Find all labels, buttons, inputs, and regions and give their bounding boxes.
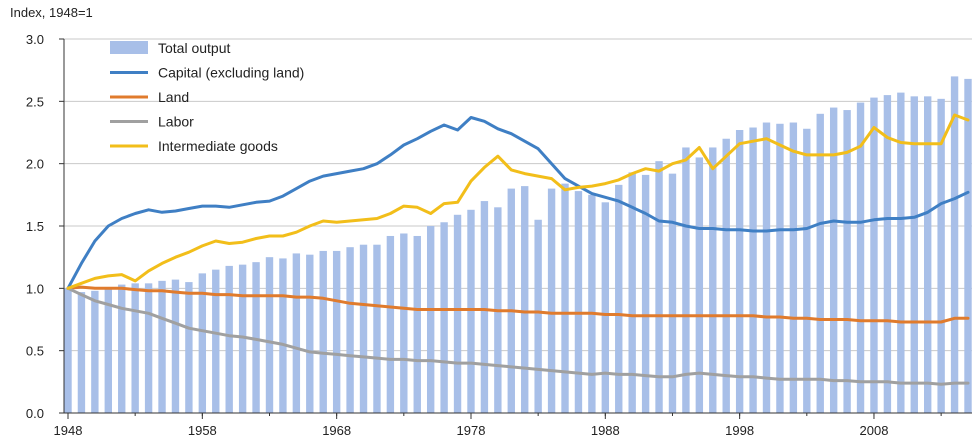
bar-total-output	[265, 257, 274, 413]
y-tick-label: 2.5	[26, 94, 44, 109]
x-tick-label: 1978	[457, 423, 486, 438]
bar-total-output	[615, 184, 623, 413]
bar-total-output	[144, 283, 153, 413]
bar-total-output	[641, 174, 650, 413]
bar-total-output	[413, 235, 421, 413]
x-tick-label: 1968	[322, 423, 351, 438]
line-capital-excluding-land	[66, 116, 970, 290]
bar-total-output	[735, 130, 744, 414]
y-tick-label: 2.0	[26, 157, 44, 172]
x-tick-label: 1958	[188, 423, 217, 438]
bar-total-output	[346, 247, 354, 413]
bar-total-output	[964, 78, 972, 413]
line-land	[66, 285, 970, 324]
bar-total-output	[709, 147, 717, 413]
bar-total-output	[252, 262, 260, 413]
axes: 0.0 0.5 1.0 1.5 2.0 2.5 3.0 1948 1958 1968 1978 198…	[26, 32, 972, 438]
bar-total-output	[453, 214, 462, 413]
bar-total-output	[279, 258, 287, 413]
x-tick-label: 2008	[860, 423, 889, 438]
legend-swatch-bar	[110, 41, 148, 54]
bar-total-output	[104, 288, 112, 413]
y-tick-label: 3.0	[26, 32, 44, 47]
bar-total-output	[373, 244, 381, 413]
legend-label: Land	[158, 89, 189, 105]
bar-total-output	[937, 98, 945, 413]
legend-label: Labor	[158, 114, 194, 130]
line-intermediate-goods	[66, 113, 970, 290]
bar-total-output	[883, 95, 892, 413]
bar-total-output	[829, 107, 838, 414]
x-tick-label: 1988	[591, 423, 620, 438]
bar-total-output	[924, 96, 932, 413]
bar-total-output	[789, 122, 798, 413]
bar-total-output	[292, 253, 301, 413]
bar-total-output	[158, 280, 166, 413]
legend-label: Intermediate goods	[158, 138, 278, 154]
bar-total-output	[521, 186, 529, 413]
series-lines	[66, 113, 970, 386]
bar-total-output	[359, 244, 368, 413]
bar-total-output	[910, 96, 918, 413]
bar-total-output	[306, 254, 314, 413]
bar-total-output	[561, 183, 569, 413]
legend-label: Capital (excluding land)	[158, 65, 304, 81]
bar-total-output	[668, 173, 677, 413]
bar-total-output	[803, 128, 811, 413]
bar-total-output	[91, 290, 99, 413]
bar-total-output	[118, 284, 126, 413]
bar-total-output	[400, 233, 408, 413]
line-labor	[66, 286, 970, 386]
bar-total-output	[480, 201, 489, 413]
bar-total-output	[131, 283, 139, 413]
bar-total-output	[319, 250, 327, 413]
legend-label: Total output	[158, 40, 230, 56]
bar-total-output	[198, 273, 207, 413]
bar-total-output	[534, 219, 542, 413]
bar-total-output	[171, 279, 180, 413]
bar-total-output	[574, 191, 583, 413]
bar-total-output	[507, 188, 515, 413]
y-tick-label: 1.5	[26, 219, 44, 234]
bar-total-output	[64, 288, 72, 413]
y-tick-label: 0.5	[26, 344, 44, 359]
bar-total-output	[601, 202, 610, 413]
bar-total-output	[588, 194, 596, 413]
bar-total-output	[332, 250, 341, 413]
y-tick-label: 0.0	[26, 406, 44, 421]
bar-total-output	[816, 113, 824, 414]
bar-total-output	[185, 282, 193, 413]
bar-total-output	[426, 226, 435, 413]
bar-total-output	[749, 127, 757, 413]
x-tick-label: 1998	[725, 423, 754, 438]
bar-total-output	[897, 92, 905, 414]
y-axis-label: Index, 1948=1	[10, 5, 93, 20]
bar-total-output	[628, 172, 636, 413]
x-tick-label: 1948	[54, 423, 83, 438]
bar-total-output	[950, 76, 959, 414]
bar-total-output	[856, 102, 865, 413]
bar-total-output	[225, 265, 233, 413]
bar-total-output	[212, 269, 220, 413]
bar-total-output	[386, 235, 395, 413]
bars-total-output	[64, 76, 972, 414]
legend: Total output Capital (excluding land) Land…	[110, 40, 304, 154]
bar-total-output	[843, 110, 851, 413]
bar-total-output	[870, 97, 878, 414]
bar-total-output	[77, 292, 86, 413]
bar-total-output	[695, 157, 704, 413]
bar-total-output	[722, 138, 730, 413]
bar-total-output	[762, 122, 771, 413]
bar-total-output	[467, 209, 475, 413]
bar-total-output	[682, 147, 690, 413]
y-tick-label: 1.0	[26, 281, 44, 296]
bar-total-output	[547, 188, 556, 413]
bar-total-output	[776, 123, 784, 414]
bar-total-output	[238, 264, 247, 413]
bar-total-output	[440, 222, 448, 413]
bar-total-output	[655, 161, 663, 413]
